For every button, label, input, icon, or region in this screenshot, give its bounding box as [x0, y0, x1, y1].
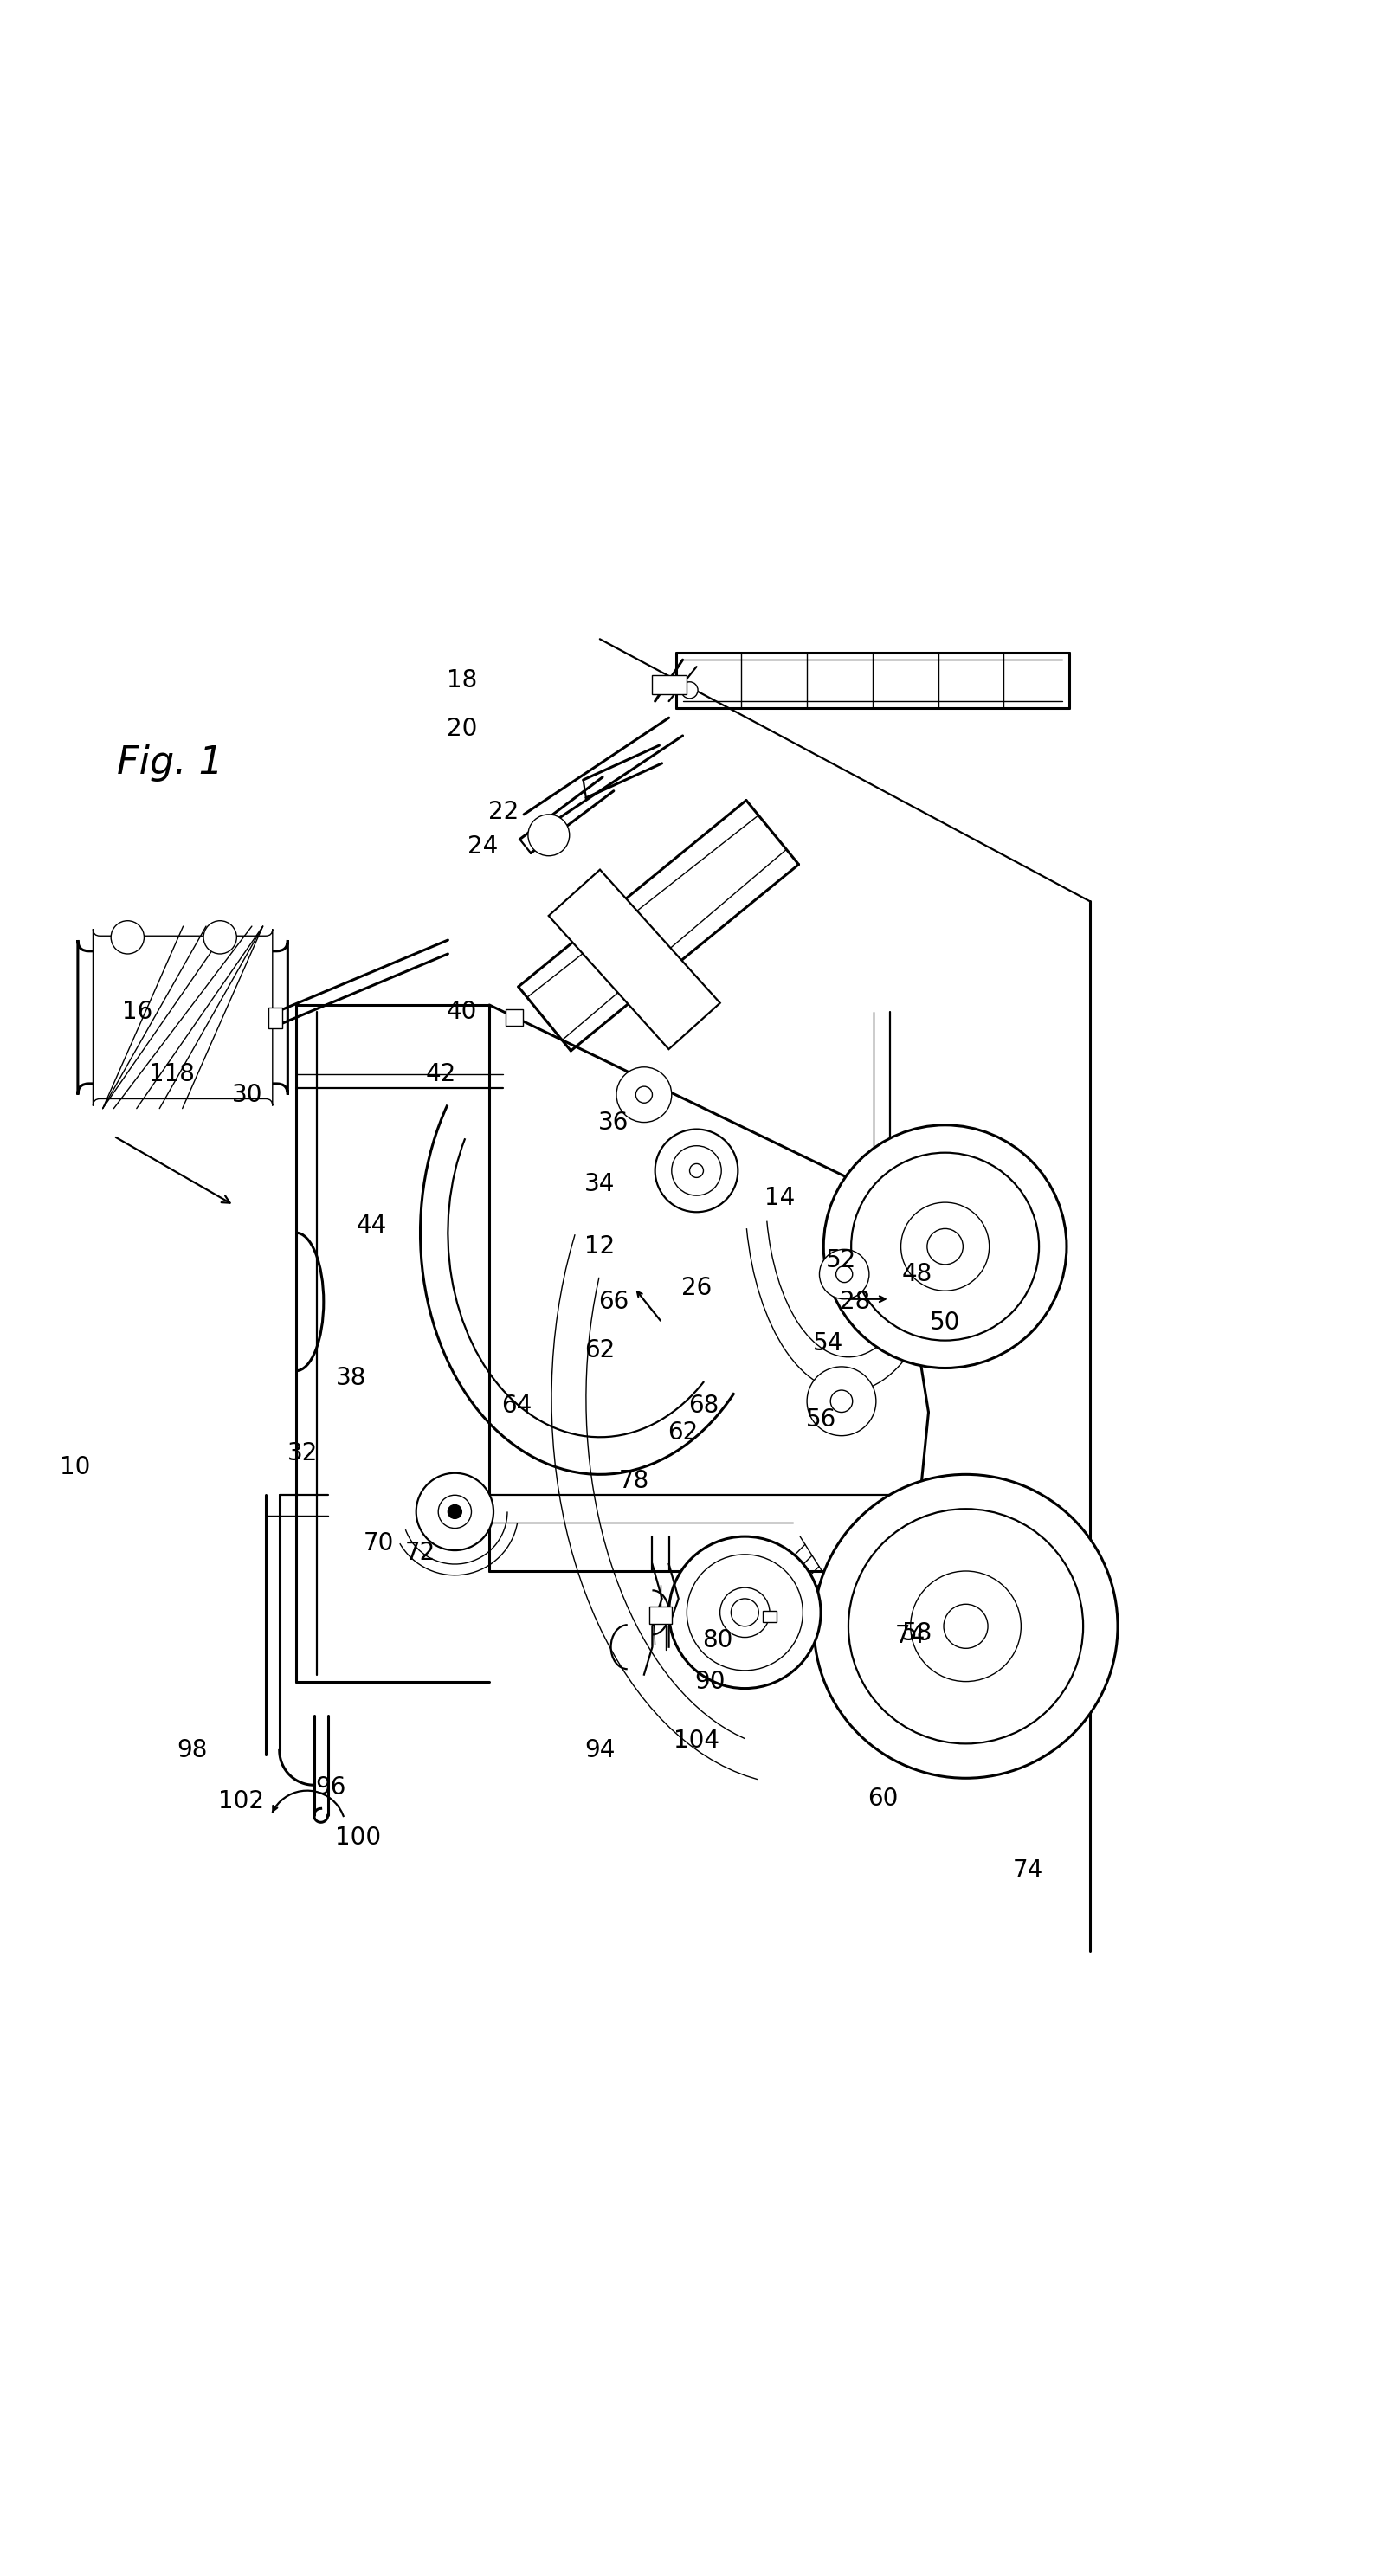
Text: 56: 56	[805, 1406, 836, 1432]
Text: 18: 18	[447, 667, 476, 693]
Circle shape	[943, 1605, 988, 1649]
Circle shape	[203, 920, 237, 953]
Text: 36: 36	[599, 1110, 630, 1133]
Text: 42: 42	[426, 1061, 457, 1087]
Text: 38: 38	[336, 1365, 366, 1391]
Circle shape	[417, 1473, 493, 1551]
Circle shape	[819, 1249, 869, 1298]
FancyBboxPatch shape	[78, 940, 288, 1095]
Bar	[652, 675, 687, 696]
Text: 24: 24	[467, 835, 497, 858]
Circle shape	[823, 1126, 1067, 1368]
Text: 96: 96	[315, 1775, 345, 1801]
Bar	[763, 1610, 776, 1623]
Text: 28: 28	[840, 1291, 871, 1314]
Text: 72: 72	[405, 1540, 436, 1566]
Text: 44: 44	[357, 1213, 387, 1239]
Bar	[649, 1607, 671, 1623]
Text: 34: 34	[585, 1172, 616, 1198]
Text: 98: 98	[177, 1739, 208, 1762]
Circle shape	[439, 1494, 471, 1528]
Circle shape	[635, 1087, 652, 1103]
Bar	[269, 1007, 283, 1028]
Text: 32: 32	[287, 1443, 318, 1466]
Circle shape	[111, 920, 143, 953]
Circle shape	[848, 1510, 1084, 1744]
Polygon shape	[549, 871, 720, 1048]
Text: 100: 100	[336, 1826, 382, 1850]
Text: 52: 52	[826, 1249, 857, 1273]
Text: 78: 78	[618, 1468, 649, 1494]
Circle shape	[669, 1535, 820, 1687]
Text: 48: 48	[903, 1262, 933, 1285]
Circle shape	[720, 1587, 770, 1638]
Circle shape	[690, 1164, 703, 1177]
Circle shape	[687, 1553, 802, 1669]
Text: 102: 102	[217, 1790, 263, 1814]
Text: 12: 12	[585, 1234, 616, 1260]
Text: 80: 80	[702, 1628, 733, 1651]
Text: 30: 30	[233, 1082, 263, 1108]
Circle shape	[851, 1151, 1039, 1340]
Text: 90: 90	[695, 1669, 726, 1692]
Text: 64: 64	[501, 1394, 532, 1417]
Circle shape	[830, 1391, 853, 1412]
Text: 16: 16	[123, 999, 152, 1025]
Text: 22: 22	[488, 799, 518, 824]
Circle shape	[731, 1600, 759, 1625]
Circle shape	[671, 1146, 722, 1195]
Text: Fig. 1: Fig. 1	[117, 744, 223, 783]
Circle shape	[528, 814, 570, 855]
Circle shape	[655, 1128, 738, 1213]
Text: 70: 70	[364, 1530, 394, 1556]
Text: 118: 118	[149, 1061, 195, 1087]
Circle shape	[449, 1504, 461, 1520]
Text: 62: 62	[667, 1422, 698, 1445]
Circle shape	[928, 1229, 963, 1265]
Text: 74: 74	[896, 1623, 926, 1649]
Text: 40: 40	[446, 999, 476, 1025]
Circle shape	[807, 1368, 876, 1435]
Circle shape	[814, 1473, 1117, 1777]
Text: 94: 94	[585, 1739, 616, 1762]
Text: 60: 60	[868, 1788, 898, 1811]
Circle shape	[617, 1066, 671, 1123]
Text: 66: 66	[599, 1291, 628, 1314]
Text: 26: 26	[681, 1275, 712, 1301]
Text: 62: 62	[585, 1337, 616, 1363]
Text: 74: 74	[1013, 1857, 1043, 1883]
Circle shape	[681, 683, 698, 698]
FancyBboxPatch shape	[93, 930, 273, 1105]
Text: 10: 10	[60, 1455, 91, 1479]
Text: 14: 14	[765, 1185, 794, 1211]
Text: 68: 68	[688, 1394, 719, 1417]
Text: 54: 54	[812, 1332, 843, 1355]
Text: 50: 50	[929, 1311, 960, 1334]
Circle shape	[911, 1571, 1021, 1682]
Circle shape	[836, 1265, 853, 1283]
Bar	[506, 1010, 522, 1025]
Text: 58: 58	[903, 1620, 933, 1646]
Circle shape	[901, 1203, 989, 1291]
Text: 104: 104	[674, 1728, 719, 1754]
Text: 20: 20	[446, 716, 476, 742]
